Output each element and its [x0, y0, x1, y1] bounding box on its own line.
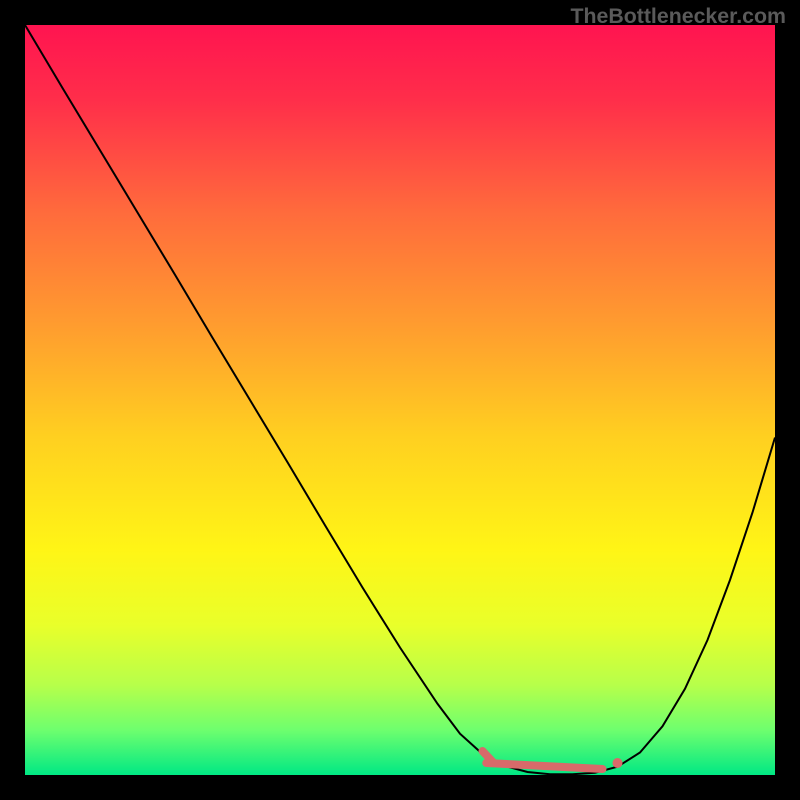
bottleneck-curve [25, 25, 775, 774]
plot-area [25, 25, 775, 775]
watermark: TheBottlenecker.com [570, 4, 786, 29]
curve-layer [25, 25, 775, 775]
flat-marker-segment [486, 763, 602, 769]
flat-marker-end-dot [613, 758, 623, 768]
chart-container: TheBottlenecker.com [0, 0, 800, 800]
